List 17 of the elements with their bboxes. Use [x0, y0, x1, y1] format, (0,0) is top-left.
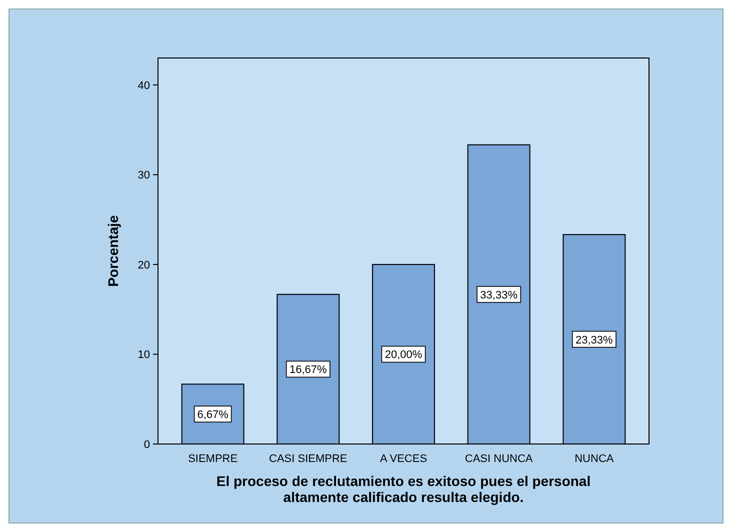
x-tick-label: A VECES — [380, 453, 428, 465]
y-axis-title: Porcentaje — [105, 214, 121, 287]
data-label: 16,67% — [290, 364, 328, 376]
y-tick-label: 30 — [138, 170, 150, 182]
x-tick-label: NUNCA — [574, 453, 614, 465]
y-tick-label: 0 — [144, 439, 150, 451]
data-label: 33,33% — [480, 289, 518, 302]
data-label: 6,67% — [197, 409, 229, 422]
y-tick-label: 20 — [138, 259, 150, 272]
y-tick-label: 40 — [138, 80, 150, 92]
data-label: 23,33% — [576, 334, 614, 346]
x-axis-title: El proceso de reclutamiento es exitoso pues el personal altamente calificado resulta elegido. — [216, 473, 591, 505]
y-tick-label: 10 — [138, 349, 150, 362]
data-label: 20,00% — [384, 349, 422, 362]
x-tick-label: CASI NUNCA — [464, 453, 534, 465]
x-tick-label: CASI SIEMPRE — [269, 453, 348, 465]
x-tick-label: SIEMPRE — [188, 453, 238, 465]
